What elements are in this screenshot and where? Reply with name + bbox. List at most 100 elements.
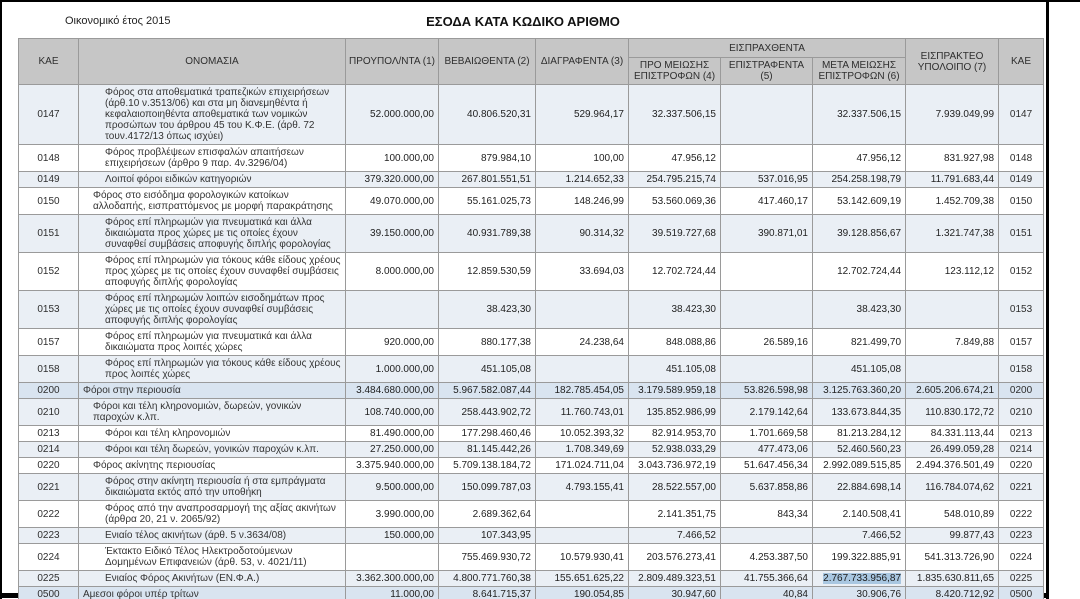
amount-cell-col5[interactable]: 5.637.858,86 [720, 473, 813, 501]
kae-code-cell-right[interactable]: 0223 [998, 527, 1045, 544]
amount-cell-col7[interactable]: 116.784.074,62 [905, 473, 1000, 501]
amount-cell-col5[interactable] [720, 290, 813, 329]
amount-cell-col6[interactable]: 22.884.698,14 [811, 473, 907, 501]
amount-cell-col5[interactable]: 40,84 [720, 586, 813, 599]
amount-cell-col2[interactable]: 150.099.787,03 [438, 473, 536, 501]
amount-cell-col2[interactable]: 55.161.025,73 [438, 187, 536, 215]
amount-cell-col2[interactable]: 8.641.715,37 [438, 586, 536, 599]
amount-cell-col2[interactable]: 81.145.442,26 [438, 441, 536, 458]
amount-cell-col3[interactable] [535, 355, 629, 383]
amount-cell-col7[interactable]: 1.452.709,38 [905, 187, 1000, 215]
account-name-cell[interactable]: Ενιαίο τέλος ακινήτων (άρθ. 5 ν.3634/08) [78, 527, 346, 544]
kae-code-cell[interactable]: 0148 [18, 144, 79, 172]
account-name-cell[interactable]: Ενιαίος Φόρος Ακινήτων (ΕΝ.Φ.Α.) [78, 570, 346, 587]
kae-code-cell-right[interactable]: 0157 [998, 328, 1045, 356]
amount-cell-col4[interactable]: 451.105,08 [628, 355, 721, 383]
kae-code-cell-right[interactable]: 0200 [998, 382, 1045, 399]
amount-cell-col1[interactable]: 1.000.000,00 [345, 355, 439, 383]
amount-cell-col1[interactable]: 39.150.000,00 [345, 214, 439, 253]
amount-cell-col1[interactable]: 8.000.000,00 [345, 252, 439, 291]
amount-cell-col4[interactable]: 32.337.506,15 [628, 84, 721, 145]
amount-cell-col6[interactable]: 47.956,12 [811, 144, 907, 172]
amount-cell-col4[interactable]: 7.466,52 [628, 527, 721, 544]
amount-cell-col7[interactable]: 7.849,88 [905, 328, 1000, 356]
kae-code-cell-right[interactable]: 0151 [998, 214, 1045, 253]
selected-amount[interactable]: 2.767.733.956,87 [823, 573, 902, 584]
kae-code-cell-right[interactable]: 0147 [998, 84, 1045, 145]
kae-code-cell[interactable]: 0149 [18, 171, 79, 188]
kae-code-cell[interactable]: 0151 [18, 214, 79, 253]
amount-cell-col3[interactable]: 171.024.711,04 [535, 457, 629, 474]
account-name-cell[interactable]: Αμεσοι φόροι υπέρ τρίτων [78, 586, 346, 599]
amount-cell-col3[interactable]: 4.793.155,41 [535, 473, 629, 501]
amount-cell-col7[interactable]: 110.830.172,72 [905, 398, 1000, 426]
kae-code-cell[interactable]: 0210 [18, 398, 79, 426]
amount-cell-col7[interactable]: 2.605.206.674,21 [905, 382, 1000, 399]
amount-cell-col2[interactable]: 107.343,95 [438, 527, 536, 544]
amount-cell-col2[interactable]: 5.709.138.184,72 [438, 457, 536, 474]
amount-cell-col7[interactable]: 541.313.726,90 [905, 543, 1000, 571]
amount-cell-col6[interactable]: 32.337.506,15 [811, 84, 907, 145]
amount-cell-col7[interactable] [905, 355, 1000, 383]
amount-cell-col6[interactable]: 2.140.508,41 [811, 500, 907, 528]
amount-cell-col1[interactable]: 52.000.000,00 [345, 84, 439, 145]
kae-code-cell[interactable]: 0225 [18, 570, 79, 587]
amount-cell-col6[interactable]: 133.673.844,35 [811, 398, 907, 426]
amount-cell-col7[interactable] [905, 290, 1000, 329]
amount-cell-col1[interactable]: 9.500.000,00 [345, 473, 439, 501]
amount-cell-col1[interactable]: 27.250.000,00 [345, 441, 439, 458]
amount-cell-col4[interactable]: 28.522.557,00 [628, 473, 721, 501]
amount-cell-col2[interactable]: 451.105,08 [438, 355, 536, 383]
amount-cell-col6[interactable]: 2.992.089.515,85 [811, 457, 907, 474]
kae-code-cell-right[interactable]: 0149 [998, 171, 1045, 188]
kae-code-cell[interactable]: 0222 [18, 500, 79, 528]
amount-cell-col5[interactable]: 1.701.669,58 [720, 425, 813, 442]
amount-cell-col4[interactable]: 254.795.215,74 [628, 171, 721, 188]
amount-cell-col3[interactable]: 100,00 [535, 144, 629, 172]
amount-cell-col2[interactable]: 2.689.362,64 [438, 500, 536, 528]
amount-cell-col1[interactable]: 3.375.940.000,00 [345, 457, 439, 474]
amount-cell-col1[interactable]: 379.320.000,00 [345, 171, 439, 188]
amount-cell-col4[interactable]: 39.519.727,68 [628, 214, 721, 253]
amount-cell-col6[interactable]: 53.142.609,19 [811, 187, 907, 215]
account-name-cell[interactable]: Φόρος επί πληρωμών για τόκους κάθε είδου… [78, 252, 346, 291]
amount-cell-col2[interactable]: 755.469.930,72 [438, 543, 536, 571]
account-name-cell[interactable]: Λοιποί φόροι ειδικών κατηγοριών [78, 171, 346, 188]
kae-code-cell-right[interactable]: 0152 [998, 252, 1045, 291]
amount-cell-col4[interactable]: 52.938.033,29 [628, 441, 721, 458]
amount-cell-col6[interactable]: 3.125.763.360,20 [811, 382, 907, 399]
amount-cell-col4[interactable]: 848.088,86 [628, 328, 721, 356]
amount-cell-col4[interactable]: 38.423,30 [628, 290, 721, 329]
amount-cell-col1[interactable] [345, 543, 439, 571]
amount-cell-col5[interactable] [720, 252, 813, 291]
amount-cell-col7[interactable]: 2.494.376.501,49 [905, 457, 1000, 474]
amount-cell-col5[interactable]: 41.755.366,64 [720, 570, 813, 587]
amount-cell-col7[interactable]: 1.835.630.811,65 [905, 570, 1000, 587]
amount-cell-col1[interactable]: 150.000,00 [345, 527, 439, 544]
kae-code-cell-right[interactable]: 0158 [998, 355, 1045, 383]
amount-cell-col3[interactable]: 11.760.743,01 [535, 398, 629, 426]
kae-code-cell-right[interactable]: 0210 [998, 398, 1045, 426]
account-name-cell[interactable]: Φόροι στην περιουσία [78, 382, 346, 399]
kae-code-cell[interactable]: 0200 [18, 382, 79, 399]
amount-cell-col3[interactable] [535, 500, 629, 528]
amount-cell-col4[interactable]: 12.702.724,44 [628, 252, 721, 291]
kae-code-cell[interactable]: 0153 [18, 290, 79, 329]
amount-cell-col6[interactable]: 39.128.856,67 [811, 214, 907, 253]
amount-cell-col3[interactable]: 90.314,32 [535, 214, 629, 253]
amount-cell-col7[interactable]: 99.877,43 [905, 527, 1000, 544]
amount-cell-col5[interactable] [720, 84, 813, 145]
kae-code-cell[interactable]: 0221 [18, 473, 79, 501]
amount-cell-col7[interactable]: 548.010,89 [905, 500, 1000, 528]
amount-cell-col4[interactable]: 30.947,60 [628, 586, 721, 599]
account-name-cell[interactable]: Φόροι και τέλη δωρεών, γονικών παροχών κ… [78, 441, 346, 458]
amount-cell-col7[interactable]: 7.939.049,99 [905, 84, 1000, 145]
amount-cell-col1[interactable]: 100.000,00 [345, 144, 439, 172]
kae-code-cell[interactable]: 0220 [18, 457, 79, 474]
amount-cell-col5[interactable] [720, 144, 813, 172]
kae-code-cell[interactable]: 0150 [18, 187, 79, 215]
account-name-cell[interactable]: Φόρος στο εισόδημα φορολογικών κατοίκων … [78, 187, 346, 215]
kae-code-cell[interactable]: 0223 [18, 527, 79, 544]
amount-cell-col7[interactable]: 123.112,12 [905, 252, 1000, 291]
amount-cell-col7[interactable]: 11.791.683,44 [905, 171, 1000, 188]
